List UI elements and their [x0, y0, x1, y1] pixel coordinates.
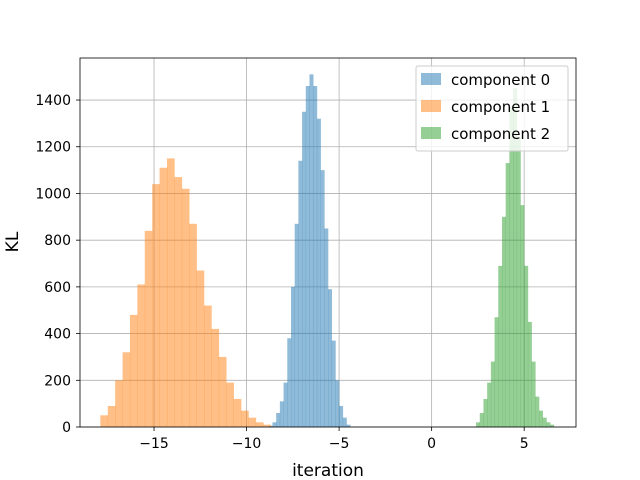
- histogram-bar: [309, 74, 314, 428]
- histogram-bar: [339, 405, 344, 427]
- histogram-bar: [542, 417, 547, 427]
- histogram-bar: [152, 184, 160, 427]
- histogram-bar: [122, 352, 131, 427]
- x-tick-label: 0: [427, 436, 436, 452]
- histogram-bar: [501, 216, 506, 427]
- histogram-bar: [302, 111, 307, 428]
- histogram-bar: [287, 338, 292, 427]
- histogram-bar: [316, 118, 321, 427]
- series-2-bars: [476, 88, 555, 428]
- histogram-bar: [487, 382, 492, 427]
- histogram-bar: [331, 340, 336, 427]
- histogram-bar: [531, 361, 536, 427]
- histogram-bar: [248, 417, 257, 427]
- y-axis-label: KL: [3, 231, 23, 252]
- legend-swatch-component-1: [421, 100, 441, 112]
- histogram-bar: [181, 188, 190, 427]
- histogram-bar: [313, 86, 318, 427]
- histogram-bar: [263, 424, 271, 427]
- legend-swatch-component-2: [421, 127, 441, 139]
- histogram-bar: [174, 177, 183, 427]
- histogram-bar: [535, 396, 540, 427]
- legend-swatch-component-0: [421, 73, 441, 85]
- y-tick-label: 600: [44, 280, 71, 296]
- x-tick-label: 5: [520, 436, 529, 452]
- histogram-bar: [546, 422, 551, 427]
- histogram-bar: [166, 158, 175, 427]
- histogram-bars: [100, 74, 555, 428]
- histogram-bar: [211, 328, 220, 427]
- histogram-bar: [328, 289, 333, 427]
- histogram-bar: [129, 314, 138, 427]
- histogram-bar: [527, 321, 532, 427]
- histogram-bar: [346, 424, 351, 427]
- x-axis-label: iteration: [292, 461, 364, 480]
- histogram-bar: [159, 167, 168, 428]
- axis-ticks: [76, 99, 525, 431]
- x-tick-label: −10: [232, 436, 262, 452]
- histogram-bar: [550, 424, 555, 427]
- y-tick-label: 1200: [35, 140, 71, 156]
- histogram-bar: [196, 270, 205, 427]
- histogram-bar: [479, 412, 484, 427]
- x-tick-labels: −15 −10 −5 0 5: [139, 436, 528, 452]
- histogram-bar: [279, 401, 284, 427]
- series-1-bars: [100, 158, 271, 428]
- y-tick-label: 0: [62, 420, 71, 436]
- legend-label-component-0: component 0: [451, 71, 550, 89]
- histogram-bar: [255, 422, 264, 427]
- histogram-bar: [505, 163, 510, 427]
- histogram-bar: [115, 380, 123, 427]
- histogram-bar: [189, 223, 197, 427]
- plot-frame: [79, 57, 577, 428]
- histogram-bar: [494, 317, 499, 427]
- histogram-bar: [290, 286, 295, 427]
- histogram-bar: [272, 422, 277, 427]
- histogram-bar: [342, 417, 347, 427]
- histogram-bar: [100, 415, 109, 427]
- y-tick-label: 400: [44, 327, 71, 343]
- histogram-bar: [476, 422, 481, 427]
- histogram-bar: [218, 356, 227, 427]
- histogram-bar: [276, 412, 281, 427]
- histogram-bar: [226, 382, 234, 427]
- histogram-bar: [204, 305, 212, 427]
- y-tick-label: 1400: [35, 93, 71, 109]
- legend-label-component-1: component 1: [451, 98, 550, 116]
- legend-box: [415, 65, 569, 152]
- histogram-bar: [107, 405, 116, 427]
- y-tick-label: 800: [44, 233, 71, 249]
- y-tick-labels: 0 200 400 600 800 1000 1200 1400: [35, 93, 71, 436]
- y-tick-label: 1000: [35, 186, 71, 202]
- histogram-bar: [233, 398, 242, 427]
- histogram-bar: [509, 107, 514, 427]
- series-0-bars: [268, 74, 351, 428]
- legend: component 0 component 1 component 2: [415, 65, 569, 152]
- histogram-bar: [144, 230, 153, 427]
- histogram-bar: [538, 410, 543, 427]
- histogram-bar: [137, 284, 146, 427]
- x-tick-label: −15: [139, 436, 169, 452]
- x-tick-label: −5: [329, 436, 350, 452]
- histogram-bar: [283, 382, 288, 427]
- histogram-bar: [513, 88, 518, 428]
- histogram-bar: [516, 137, 521, 427]
- histogram-bar: [335, 380, 340, 427]
- histogram-bar: [298, 160, 303, 427]
- histogram-bar: [305, 86, 310, 427]
- histogram-bar: [324, 228, 329, 427]
- histogram-bar: [524, 265, 529, 427]
- histogram-bar: [520, 205, 525, 427]
- histogram-bar: [490, 361, 495, 427]
- y-tick-label: 200: [44, 373, 71, 389]
- histogram-bar: [320, 170, 325, 428]
- histogram-bar: [294, 223, 299, 427]
- histogram-bar: [241, 410, 249, 427]
- histogram-bar: [498, 265, 503, 427]
- histogram-bar: [483, 398, 488, 427]
- legend-label-component-2: component 2: [451, 125, 550, 143]
